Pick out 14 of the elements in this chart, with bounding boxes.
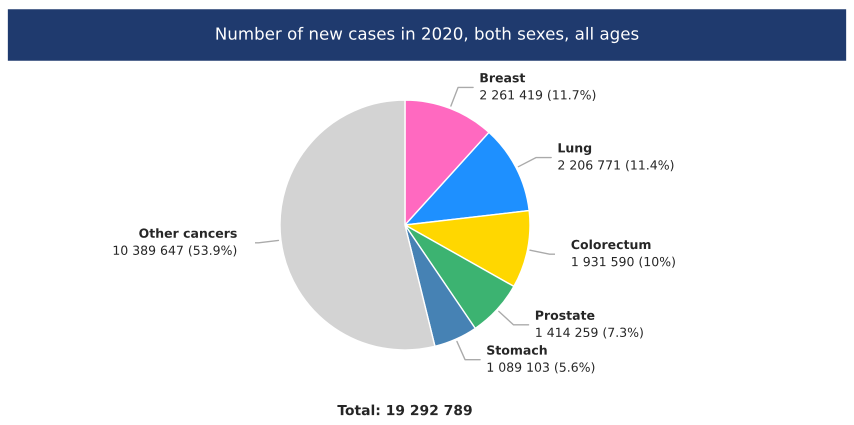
chart-title: Number of new cases in 2020, both sexes, all ages: [216, 26, 638, 44]
data-label: 1 414 259 (7.3%): [536, 327, 643, 339]
slice-label: Other cancers: [139, 228, 237, 238]
slice-label: Prostate: [536, 310, 594, 320]
data-label: 10 389 647 (53.9%): [114, 245, 236, 256]
slice-label: Stomach: [487, 345, 547, 355]
slice-label: Breast: [480, 73, 526, 82]
slice-label: Colorectum: [571, 240, 650, 250]
data-label: 2 206 771 (11.4%): [558, 160, 674, 172]
slice-label: Lung: [558, 143, 592, 156]
data-label: 2 261 419 (11.7%): [480, 90, 596, 102]
data-label: 1 931 590 (10%): [572, 256, 675, 268]
text: Total: 19 292 789: [337, 404, 472, 416]
data-label: 1 089 103 (5.6%): [488, 362, 594, 374]
